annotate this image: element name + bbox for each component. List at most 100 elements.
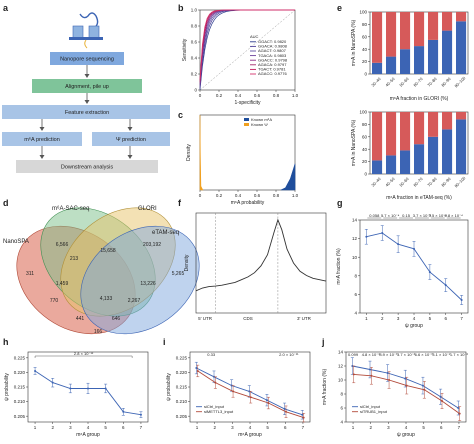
x-tick-label: 2 bbox=[381, 316, 384, 321]
y-tick-label: 12 bbox=[338, 364, 344, 369]
panel-b: b 0 0.2 0.4 0.6 0.8 1.0 0 0.2 0.4 0.6 0.8 1.0 Sensit… bbox=[178, 3, 299, 106]
p-value-label: 0.058 bbox=[369, 213, 380, 218]
y-axis-label: m⁶A fraction (%) bbox=[336, 248, 342, 285]
legend-entry: siTRUB1_input bbox=[360, 409, 388, 414]
x-axis-label: ψ group bbox=[397, 432, 415, 438]
y-tick-label: 40 bbox=[362, 147, 368, 152]
legend-swatch bbox=[244, 118, 249, 121]
y-tick-label: 6 bbox=[340, 406, 343, 411]
x-tick-label: 0.2 bbox=[216, 193, 223, 198]
data-point bbox=[370, 374, 373, 377]
y-tick-label: 0.6 bbox=[191, 40, 198, 45]
y-tick-label: 20 bbox=[362, 159, 368, 164]
step-box-alignment bbox=[32, 79, 142, 93]
legend-entry: siMETTL3_input bbox=[204, 409, 234, 414]
legend-entry: AGACC: 0.9776 bbox=[258, 71, 287, 76]
bar-segment bbox=[386, 56, 397, 74]
y-axis-label: m⁶A fraction (%) bbox=[322, 369, 328, 406]
x-axis-label: m⁶A group bbox=[76, 432, 100, 438]
data-point bbox=[283, 407, 286, 410]
venn-value-region: 441 bbox=[76, 316, 85, 322]
x-tick-label: 60–70 bbox=[412, 76, 424, 88]
p-value-label: 0.15 bbox=[402, 213, 411, 218]
p-value-label: 0.099 bbox=[348, 352, 359, 357]
bar-segment bbox=[414, 144, 425, 174]
legend-entry: AGACT: 0.9807 bbox=[258, 48, 287, 53]
y-axis-label: Density bbox=[186, 144, 192, 161]
step-nanopore-sequencing: Nanopore sequencing bbox=[60, 57, 114, 63]
data-point bbox=[386, 372, 389, 374]
legend-entry: GGACA: 0.9808 bbox=[258, 44, 288, 49]
x-tick-label: 0.6 bbox=[254, 93, 261, 98]
x-tick-label: 5' UTR bbox=[198, 316, 213, 321]
venn-value-glori-only: 203,192 bbox=[143, 242, 161, 248]
data-point bbox=[458, 412, 461, 415]
y-tick-label: 0.205 bbox=[176, 414, 188, 419]
bar-segment bbox=[386, 155, 397, 174]
data-point bbox=[397, 243, 400, 246]
x-tick-label: 30–40 bbox=[370, 76, 382, 88]
x-tick-label: 5 bbox=[266, 425, 269, 430]
diagonal-reference-line bbox=[199, 9, 296, 91]
x-tick-label: 6 bbox=[284, 425, 287, 430]
x-tick-label: 6 bbox=[122, 425, 125, 430]
x-tick-label: 5 bbox=[429, 316, 432, 321]
x-tick-label: 1 bbox=[196, 425, 199, 430]
data-point bbox=[428, 271, 431, 274]
venn-value-region: 2,267 bbox=[128, 298, 141, 304]
x-tick-label: 4 bbox=[87, 425, 90, 430]
x-tick-label: 0.4 bbox=[235, 93, 242, 98]
x-axis-label: m⁶A fraction in GLORI (%) bbox=[390, 96, 449, 102]
x-tick-label: 30–40 bbox=[370, 176, 382, 188]
x-tick-label: 40–50 bbox=[384, 176, 396, 188]
x-tick-label: 4 bbox=[413, 316, 416, 321]
x-tick-label: 0 bbox=[199, 193, 202, 198]
y-tick-label: 20 bbox=[362, 59, 368, 64]
p-value-label: 1.7 × 10⁻² bbox=[450, 352, 469, 357]
venn-label-glori: GLORI bbox=[138, 206, 157, 212]
data-point bbox=[388, 379, 391, 381]
x-tick-label: 0 bbox=[199, 93, 202, 98]
data-point bbox=[214, 381, 217, 384]
x-tick-label: 70–80 bbox=[426, 76, 438, 88]
data-point bbox=[444, 284, 447, 287]
y-tick-label: 0 bbox=[364, 172, 367, 177]
panel-c: c 0 0.2 0.4 0.6 0.8 1.0 Density m⁶A probability… bbox=[178, 110, 299, 206]
data-point bbox=[87, 387, 89, 390]
x-tick-label: 0.2 bbox=[216, 93, 223, 98]
panel-label-d: d bbox=[3, 198, 9, 208]
venn-value-region: 646 bbox=[112, 316, 121, 322]
x-tick-label: 3 bbox=[387, 425, 390, 430]
step-box-nanopore bbox=[50, 52, 124, 65]
data-point bbox=[265, 399, 268, 402]
y-tick-label: 0.205 bbox=[14, 414, 26, 419]
step-psi-prediction: Ψ prediction bbox=[116, 137, 146, 143]
x-tick-label: 4 bbox=[249, 425, 252, 430]
bar-segment bbox=[456, 12, 467, 22]
data-point bbox=[460, 298, 463, 301]
panel-h: h 1 2 3 4 5 6 7 0.205 0.210 0.215 0.220 0.225 ψ prob… bbox=[3, 337, 149, 438]
step-m6a-prediction: m⁶A prediction bbox=[24, 136, 60, 143]
x-axis-label: ψ group bbox=[405, 323, 423, 329]
data-point bbox=[365, 235, 368, 238]
data-point bbox=[51, 381, 54, 384]
y-tick-label: 1.0 bbox=[191, 8, 198, 13]
x-tick-label: 90–100 bbox=[453, 75, 467, 89]
y-tick-label: 10 bbox=[338, 378, 344, 383]
x-tick-label: 7 bbox=[302, 425, 305, 430]
legend-swatch bbox=[244, 123, 249, 126]
panel-label-g: g bbox=[337, 198, 343, 208]
bar-segment bbox=[456, 112, 467, 120]
panel-d: d NanoSPA m⁶A-SAC-seq GLORI eTAM-seq 6,5… bbox=[3, 198, 200, 335]
step-box-psi bbox=[92, 132, 170, 146]
y-tick-label: 6 bbox=[354, 292, 357, 297]
venn-value-region: 1,459 bbox=[56, 281, 69, 287]
bar-segment bbox=[456, 119, 467, 174]
panel-label-a: a bbox=[3, 3, 9, 13]
y-tick-label: 0.215 bbox=[14, 385, 26, 390]
data-point bbox=[441, 400, 443, 402]
venn-label-etam: eTAM-seq bbox=[152, 230, 179, 236]
panel-f: f 5' UTR CDS 3' UTR Density bbox=[178, 198, 327, 321]
